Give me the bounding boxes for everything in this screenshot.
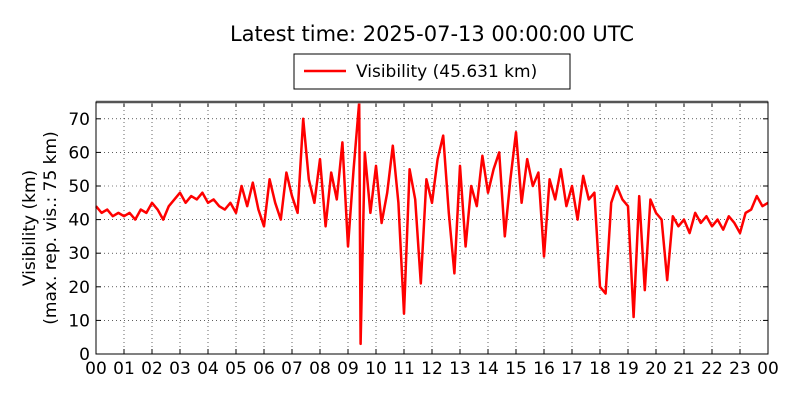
x-tick-label: 23 bbox=[729, 359, 751, 379]
x-tick-label: 18 bbox=[589, 359, 611, 379]
y-label-line: Visibility (km) bbox=[20, 170, 40, 286]
x-tick-label: 10 bbox=[365, 359, 387, 379]
y-tick-label: 70 bbox=[68, 110, 90, 130]
x-tick-label: 03 bbox=[169, 359, 191, 379]
y-label-line: (max. rep. vis.: 75 km) bbox=[41, 131, 61, 324]
chart-title: Latest time: 2025-07-13 00:00:00 UTC bbox=[230, 22, 634, 46]
x-tick-label: 00 bbox=[85, 359, 107, 379]
x-tick-label: 16 bbox=[533, 359, 555, 379]
data-line bbox=[95, 100, 769, 346]
x-tick-label: 13 bbox=[449, 359, 471, 379]
x-tick-label: 05 bbox=[225, 359, 247, 379]
y-tick-label: 10 bbox=[68, 311, 90, 331]
x-tick-label: 01 bbox=[113, 359, 135, 379]
legend-label: Visibility (45.631 km) bbox=[356, 62, 537, 82]
x-tick-label: 14 bbox=[477, 359, 499, 379]
x-tick-label: 06 bbox=[253, 359, 275, 379]
x-tick-label: 22 bbox=[701, 359, 723, 379]
x-tick-label: 09 bbox=[337, 359, 359, 379]
x-tick-label: 02 bbox=[141, 359, 163, 379]
x-tick-label: 12 bbox=[421, 359, 443, 379]
x-tick-label: 00 bbox=[757, 359, 779, 379]
y-tick-label: 60 bbox=[68, 143, 90, 163]
x-tick-label: 15 bbox=[505, 359, 527, 379]
x-tick-label: 11 bbox=[393, 359, 415, 379]
y-label: Visibility (km) (max. rep. vis.: 75 km) bbox=[20, 131, 61, 324]
y-tick-label: 0 bbox=[79, 345, 90, 365]
y-tick-label: 50 bbox=[68, 177, 90, 197]
y-tick-label: 20 bbox=[68, 278, 90, 298]
x-tick-label: 04 bbox=[197, 359, 219, 379]
x-tick-label: 19 bbox=[617, 359, 639, 379]
x-tick-label: 21 bbox=[673, 359, 695, 379]
plot-frame bbox=[95, 101, 769, 355]
y-tick-label: 30 bbox=[68, 244, 90, 264]
y-tick-label: 40 bbox=[68, 211, 90, 231]
x-tick-label: 17 bbox=[561, 359, 583, 379]
x-tick-label: 20 bbox=[645, 359, 667, 379]
x-tick-label: 08 bbox=[309, 359, 331, 379]
x-tick-label: 07 bbox=[281, 359, 303, 379]
